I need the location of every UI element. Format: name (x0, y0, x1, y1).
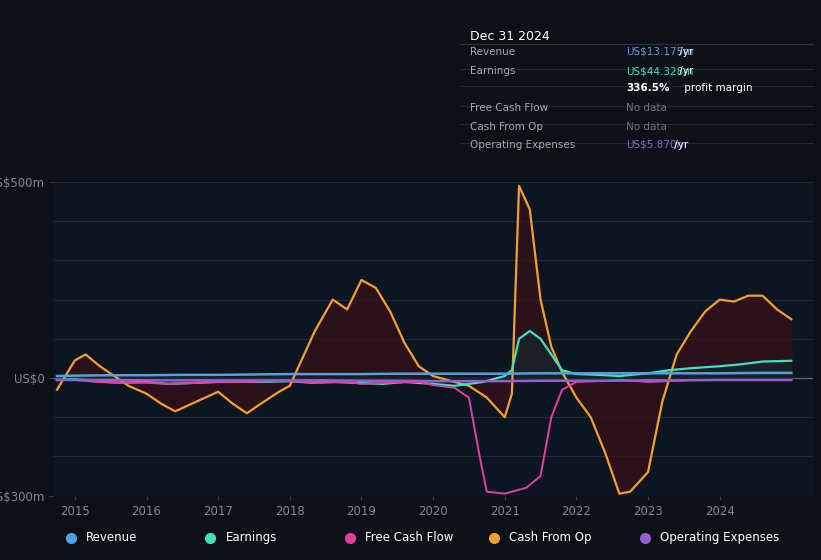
Text: Operating Expenses: Operating Expenses (470, 140, 576, 150)
Text: /yr: /yr (672, 140, 689, 150)
Text: No data: No data (626, 122, 667, 132)
Text: Dec 31 2024: Dec 31 2024 (470, 30, 550, 43)
Text: US$5.870m: US$5.870m (626, 140, 687, 150)
Text: Cash From Op: Cash From Op (470, 122, 544, 132)
Text: /yr: /yr (677, 67, 694, 77)
Text: Earnings: Earnings (470, 67, 516, 77)
Text: 336.5%: 336.5% (626, 83, 670, 94)
Text: profit margin: profit margin (681, 83, 753, 94)
Text: US$44.328m: US$44.328m (626, 67, 694, 77)
Text: Free Cash Flow: Free Cash Flow (365, 531, 453, 544)
Text: Revenue: Revenue (85, 531, 137, 544)
Text: Cash From Op: Cash From Op (509, 531, 591, 544)
Text: Free Cash Flow: Free Cash Flow (470, 103, 548, 113)
Text: Earnings: Earnings (226, 531, 277, 544)
Text: US$13.175m: US$13.175m (626, 46, 694, 57)
Text: /yr: /yr (677, 46, 694, 57)
Text: Operating Expenses: Operating Expenses (660, 531, 779, 544)
Text: Revenue: Revenue (470, 46, 516, 57)
Text: No data: No data (626, 103, 667, 113)
